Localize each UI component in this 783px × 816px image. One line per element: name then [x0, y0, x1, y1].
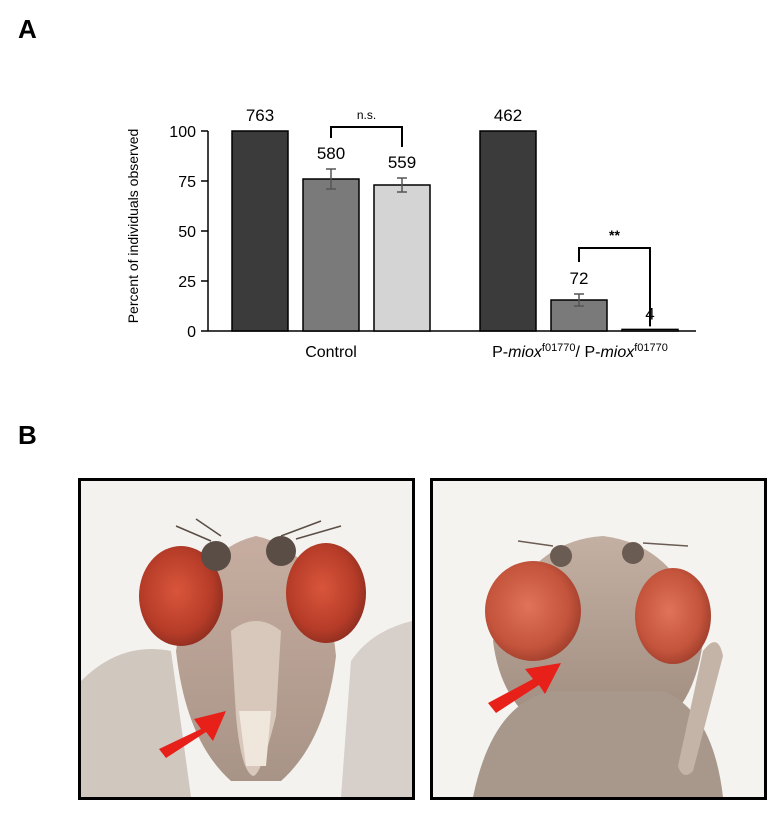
significance-bracket [330, 126, 403, 147]
x-category-label-control: Control [305, 344, 357, 361]
bar [373, 184, 431, 332]
y-tick-label: 25 [178, 274, 196, 291]
data-label: 72 [570, 269, 589, 288]
fly-head-mutant-photo [430, 478, 767, 800]
x-category-label-mutant: P-mioxf01770/ P-mioxf01770 [492, 342, 668, 361]
panel-b-label: B [18, 420, 37, 450]
bar [621, 328, 679, 332]
y-axis-label: Percent of individuals observed [125, 129, 141, 324]
data-label: 462 [494, 106, 522, 125]
data-label: 580 [317, 144, 345, 163]
arrow-icon [488, 663, 561, 713]
bar [231, 130, 289, 332]
arrow-icon [159, 711, 226, 758]
y-tick-label: 100 [169, 124, 196, 141]
y-tick-label: 0 [187, 324, 196, 341]
significance-label: n.s. [357, 108, 376, 122]
panel-a-label: A [18, 14, 37, 44]
bar [302, 178, 360, 332]
y-tick-label: 50 [178, 224, 196, 241]
fly-head-control-photo [78, 478, 415, 800]
bar-chart: 0 25 50 75 100 Percent of individuals observe… [125, 106, 696, 361]
bar [479, 130, 537, 332]
significance-label: ** [609, 227, 620, 243]
data-label: 763 [246, 106, 274, 125]
y-tick-label: 75 [178, 174, 196, 191]
data-label: 559 [388, 153, 416, 172]
significance-bracket [578, 247, 651, 327]
